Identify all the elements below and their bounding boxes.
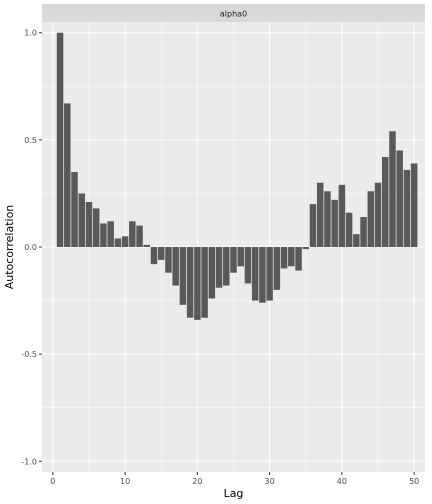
bar [295, 247, 302, 271]
bar [309, 204, 317, 247]
bar [223, 247, 230, 286]
y-axis-title: Autocorrelation [3, 205, 16, 290]
x-tick-label: 40 [337, 477, 347, 486]
bar [259, 247, 266, 303]
bar [215, 247, 223, 288]
bar [107, 221, 114, 247]
y-axis: -1.0 -0.5 0.0 0.5 1.0 [21, 29, 42, 466]
bar [403, 169, 411, 247]
bar [56, 32, 64, 247]
bar [338, 184, 346, 247]
bar [345, 212, 353, 247]
y-tick-label: 0.0 [24, 243, 37, 252]
x-axis-title: Lag [224, 487, 244, 500]
bar [288, 247, 295, 267]
x-tick-label: 10 [120, 477, 130, 486]
bar [251, 247, 259, 301]
bar [266, 247, 273, 301]
bar [382, 157, 389, 247]
bar [194, 247, 201, 320]
bar [367, 191, 375, 247]
y-tick-label: -1.0 [21, 457, 37, 466]
bar [186, 247, 194, 318]
bar [280, 247, 288, 269]
bar [78, 193, 85, 247]
bar [157, 247, 165, 260]
bar [244, 247, 252, 284]
bar [273, 247, 281, 290]
bar [64, 103, 71, 247]
y-tick-label: 0.5 [24, 136, 37, 145]
bar [85, 202, 93, 247]
bar [208, 247, 216, 299]
bar [389, 131, 396, 247]
bar [92, 208, 100, 247]
bar [237, 247, 244, 267]
bar [136, 225, 143, 247]
bar [324, 191, 331, 247]
bar [410, 163, 418, 247]
bar [353, 234, 360, 247]
bar [316, 182, 324, 247]
bar [230, 247, 237, 273]
bar [143, 244, 151, 247]
bar [165, 247, 172, 273]
y-tick-label: -0.5 [21, 350, 37, 359]
bar [360, 217, 367, 247]
bar [100, 223, 107, 247]
bar [71, 172, 78, 247]
x-axis: 0 10 20 30 40 50 [50, 472, 419, 486]
bars [56, 32, 418, 320]
bar [331, 199, 338, 247]
bar [150, 247, 158, 265]
bar [114, 238, 122, 247]
bar [302, 247, 310, 250]
facet-strip-label: alpha0 [220, 10, 247, 19]
x-tick-label: 30 [265, 477, 275, 486]
bar [201, 247, 208, 318]
x-tick-label: 0 [50, 477, 55, 486]
bar [121, 236, 129, 247]
bar [374, 182, 382, 247]
bar [172, 247, 179, 286]
bar [129, 221, 136, 247]
y-tick-label: 1.0 [24, 29, 37, 38]
facet-strip [42, 4, 425, 22]
x-tick-label: 20 [192, 477, 202, 486]
bar [179, 247, 187, 305]
bar [396, 150, 403, 247]
x-tick-label: 50 [409, 477, 419, 486]
